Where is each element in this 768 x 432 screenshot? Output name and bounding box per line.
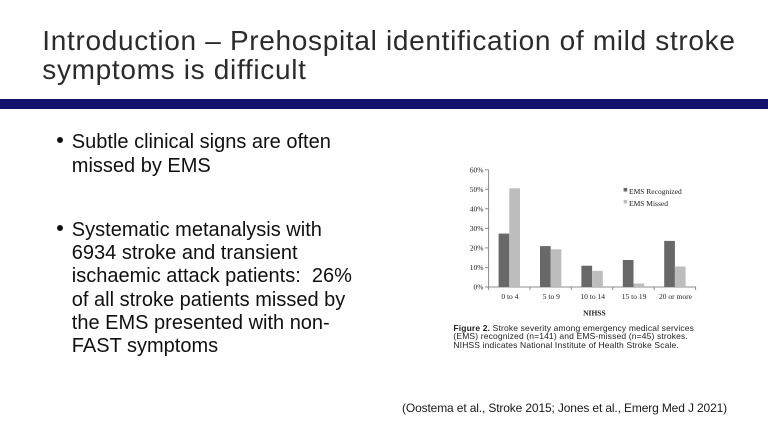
svg-text:20 or more: 20 or more: [659, 292, 693, 301]
svg-text:10 to 14: 10 to 14: [580, 292, 605, 301]
svg-text:15 to 19: 15 to 19: [622, 292, 647, 301]
svg-text:10%: 10%: [470, 263, 484, 272]
svg-text:NIHSS: NIHSS: [583, 309, 606, 318]
svg-text:5 to 9: 5 to 9: [543, 292, 560, 301]
svg-text:EMS Recognized: EMS Recognized: [629, 187, 682, 196]
svg-text:30%: 30%: [470, 224, 484, 233]
svg-text:0%: 0%: [474, 283, 484, 292]
svg-text:20%: 20%: [470, 244, 484, 253]
svg-text:EMS Missed: EMS Missed: [629, 199, 668, 208]
svg-text:40%: 40%: [470, 204, 484, 213]
svg-text:50%: 50%: [470, 185, 484, 194]
svg-text:0 to 4: 0 to 4: [501, 292, 518, 301]
svg-text:60%: 60%: [470, 165, 484, 174]
